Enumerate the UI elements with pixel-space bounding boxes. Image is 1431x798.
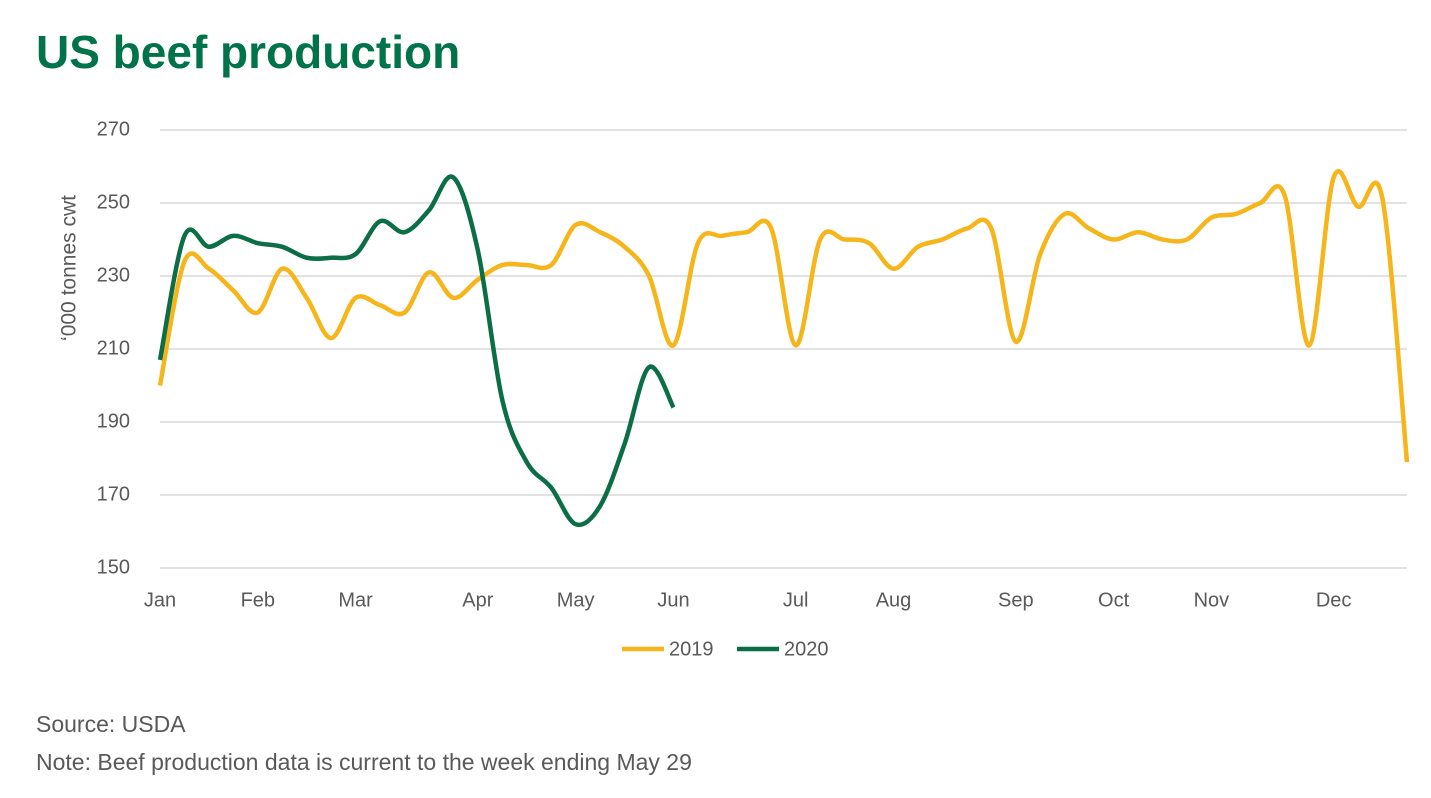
y-tick-label: 150 <box>97 556 130 578</box>
chart-title: US beef production <box>36 26 460 78</box>
y-tick-label: 230 <box>97 264 130 286</box>
source: Source: USDA <box>36 711 186 737</box>
x-tick-label: Nov <box>1194 589 1230 611</box>
legend-label: 2020 <box>784 638 829 660</box>
y-tick-label: 270 <box>97 118 130 140</box>
x-tick-label: Oct <box>1098 589 1130 611</box>
line-series <box>157 169 1410 463</box>
note: Note: Beef production data is current to… <box>36 749 692 775</box>
x-tick-label: Jul <box>783 589 809 611</box>
x-tick-label: Jan <box>144 589 176 611</box>
x-tick-label: Jun <box>657 589 689 611</box>
x-tick-label: Apr <box>462 589 493 611</box>
x-tick-label: Sep <box>998 589 1034 611</box>
x-tick-label: Mar <box>338 589 373 611</box>
x-tick-label: Dec <box>1316 589 1352 611</box>
line-series <box>157 174 676 528</box>
x-tick-label: Aug <box>876 589 912 611</box>
y-tick-label: 210 <box>97 337 130 359</box>
x-tick-label: Feb <box>241 589 275 611</box>
y-tick-label: 250 <box>97 191 130 213</box>
y-tick-label: 170 <box>97 483 130 505</box>
y-axis-label: ‘000 tonnes cwt <box>58 195 81 341</box>
y-tick-label: 190 <box>97 410 130 432</box>
x-tick-label: May <box>557 589 595 611</box>
legend-label: 2019 <box>669 638 714 660</box>
